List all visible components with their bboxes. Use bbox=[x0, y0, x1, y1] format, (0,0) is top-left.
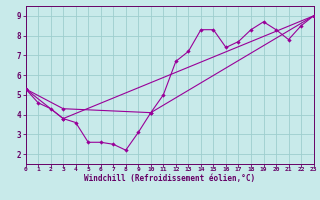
X-axis label: Windchill (Refroidissement éolien,°C): Windchill (Refroidissement éolien,°C) bbox=[84, 174, 255, 183]
